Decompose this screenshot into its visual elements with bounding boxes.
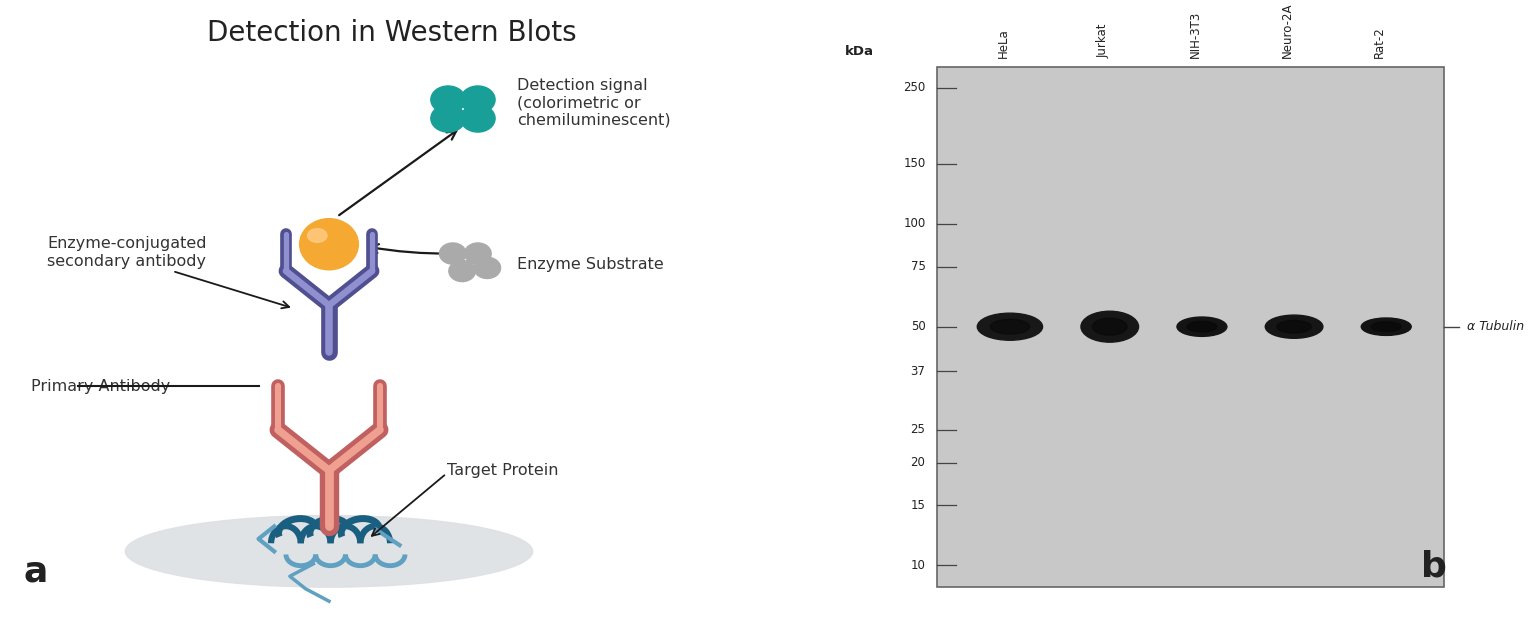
Ellipse shape [1081, 312, 1138, 342]
Text: 37: 37 [911, 365, 925, 378]
Text: 10: 10 [911, 559, 925, 572]
Text: 15: 15 [911, 499, 925, 511]
Text: b: b [1421, 549, 1447, 584]
Ellipse shape [1372, 322, 1401, 331]
Text: Rat-2: Rat-2 [1373, 26, 1385, 58]
Circle shape [439, 243, 465, 264]
Text: 50: 50 [911, 320, 925, 333]
Circle shape [430, 86, 465, 113]
Text: α Tubulin: α Tubulin [1467, 320, 1524, 333]
Text: Primary Antibody: Primary Antibody [31, 379, 170, 394]
Ellipse shape [1177, 317, 1227, 336]
Text: 20: 20 [911, 456, 925, 469]
Text: Target Protein: Target Protein [447, 463, 558, 478]
Text: a: a [23, 554, 48, 589]
Circle shape [461, 86, 495, 113]
Ellipse shape [1187, 321, 1217, 332]
Ellipse shape [300, 219, 358, 270]
Text: NIH-3T3: NIH-3T3 [1189, 11, 1201, 58]
Ellipse shape [1092, 318, 1127, 335]
Text: 150: 150 [903, 157, 925, 170]
Text: 100: 100 [903, 217, 925, 231]
Text: Detection signal
(colorimetric or
chemiluminescent): Detection signal (colorimetric or chemil… [518, 78, 671, 128]
Circle shape [475, 257, 501, 278]
Text: 250: 250 [903, 82, 925, 95]
Text: HeLa: HeLa [997, 28, 1011, 58]
Ellipse shape [977, 313, 1043, 340]
Ellipse shape [307, 229, 327, 242]
Circle shape [464, 243, 492, 264]
Text: Neuro-2A: Neuro-2A [1281, 2, 1293, 58]
Circle shape [461, 105, 495, 132]
Text: 25: 25 [911, 423, 925, 436]
Text: Jurkat: Jurkat [1097, 23, 1109, 58]
Text: 75: 75 [911, 260, 925, 273]
Text: Detection in Western Blots: Detection in Western Blots [207, 19, 576, 47]
Ellipse shape [1361, 318, 1412, 335]
Text: Enzyme-conjugated
secondary antibody: Enzyme-conjugated secondary antibody [48, 236, 206, 269]
Bar [937, 67, 1444, 587]
Text: Enzyme Substrate: Enzyme Substrate [518, 257, 664, 272]
Ellipse shape [1266, 315, 1322, 338]
Ellipse shape [1276, 320, 1312, 333]
Ellipse shape [126, 516, 533, 587]
Text: kDa: kDa [845, 45, 874, 58]
Ellipse shape [991, 319, 1029, 334]
Circle shape [449, 260, 476, 282]
Circle shape [430, 105, 465, 132]
